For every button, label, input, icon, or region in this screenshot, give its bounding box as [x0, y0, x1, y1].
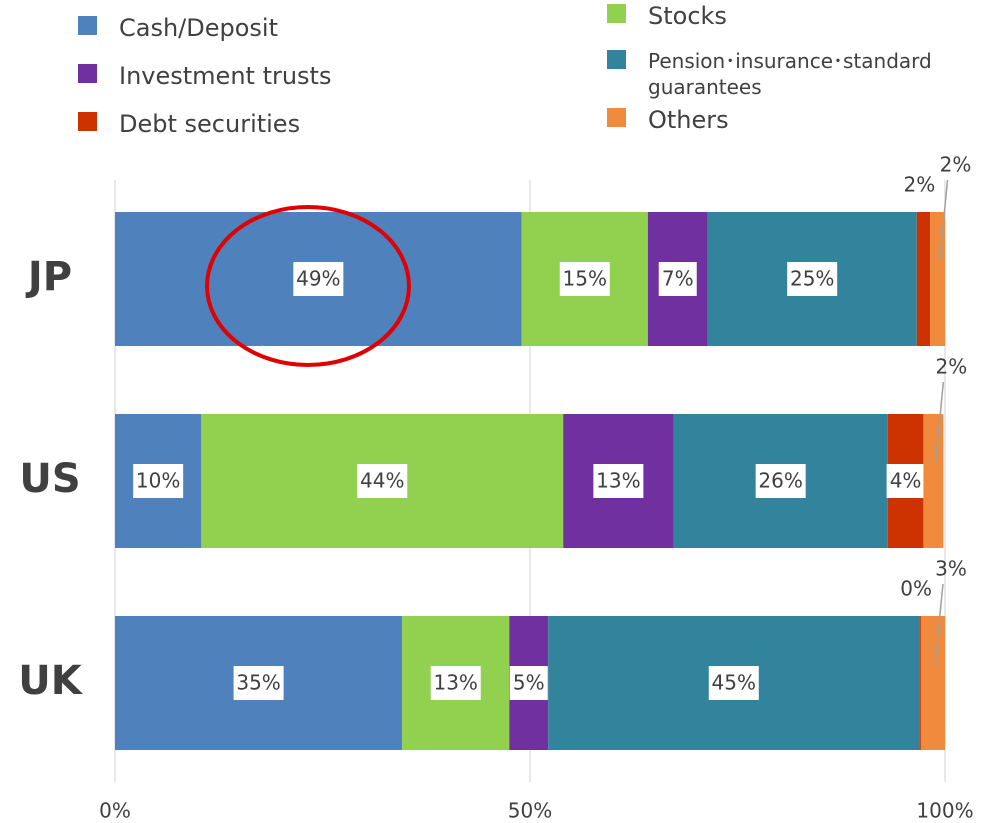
value-label: 13% — [433, 671, 477, 695]
leader-line — [934, 381, 945, 465]
value-label-box — [787, 262, 838, 296]
value-label: 2% — [940, 153, 972, 177]
legend-swatch — [607, 108, 626, 127]
value-label-box — [430, 666, 481, 700]
legend-label: Pension･insurance･standard guarantees — [648, 49, 932, 99]
legend-item: Cash/Deposit — [78, 14, 278, 42]
legend-item: Others — [607, 106, 729, 134]
x-tick-label: 100% — [916, 799, 973, 823]
value-label: 35% — [236, 671, 280, 695]
legend-item: Debt securities — [78, 110, 300, 138]
value-label: 4% — [890, 469, 922, 493]
value-label: 13% — [596, 469, 640, 493]
value-label: 5% — [513, 671, 545, 695]
value-label: 2% — [904, 173, 936, 197]
value-label-box — [755, 464, 806, 498]
value-label-box — [658, 262, 697, 296]
value-label-box — [886, 464, 925, 498]
bar-segment — [919, 616, 921, 750]
x-tick-label: 50% — [508, 799, 552, 823]
category-label: US — [19, 456, 80, 502]
bar-segment — [916, 212, 931, 346]
highlight-circle — [205, 205, 411, 367]
value-label: 15% — [563, 267, 607, 291]
value-label: 0% — [900, 577, 932, 601]
value-label: 25% — [790, 267, 834, 291]
legend-item: Stocks — [607, 2, 727, 30]
value-label: 45% — [712, 671, 756, 695]
legend-swatch — [78, 112, 97, 131]
value-label: 3% — [935, 557, 967, 581]
value-label-box — [708, 666, 759, 700]
legend-swatch — [78, 16, 97, 35]
value-label-box — [509, 666, 548, 700]
legend-label: Cash/Deposit — [119, 14, 279, 42]
value-label-box — [233, 666, 284, 700]
x-tick-label: 0% — [99, 799, 131, 823]
bar-segment — [920, 616, 945, 750]
legend-label: Debt securities — [119, 110, 301, 138]
leader-line — [938, 179, 949, 263]
legend-item: Pension･insurance･standard guarantees — [607, 48, 988, 100]
legend-swatch — [607, 50, 626, 69]
legend-label: Investment trusts — [119, 62, 332, 90]
value-label: 10% — [136, 469, 180, 493]
value-label: 26% — [758, 469, 802, 493]
legend-item: Investment trusts — [78, 62, 331, 90]
value-label: 49% — [296, 267, 340, 291]
value-label: 2% — [936, 355, 968, 379]
value-label-box — [593, 464, 644, 498]
bar-segment — [923, 414, 944, 548]
value-label-box — [133, 464, 184, 498]
category-label: JP — [25, 254, 72, 300]
value-label-box — [559, 262, 610, 296]
value-label: 44% — [360, 469, 404, 493]
value-label-box — [293, 262, 344, 296]
category-label: UK — [18, 658, 83, 704]
legend-swatch — [78, 64, 97, 83]
legend-label: Others — [648, 106, 729, 134]
value-label: 7% — [662, 267, 694, 291]
value-label-box — [357, 464, 408, 498]
leader-line — [934, 583, 944, 667]
legend-label: Stocks — [648, 2, 727, 30]
legend-swatch — [607, 4, 626, 23]
